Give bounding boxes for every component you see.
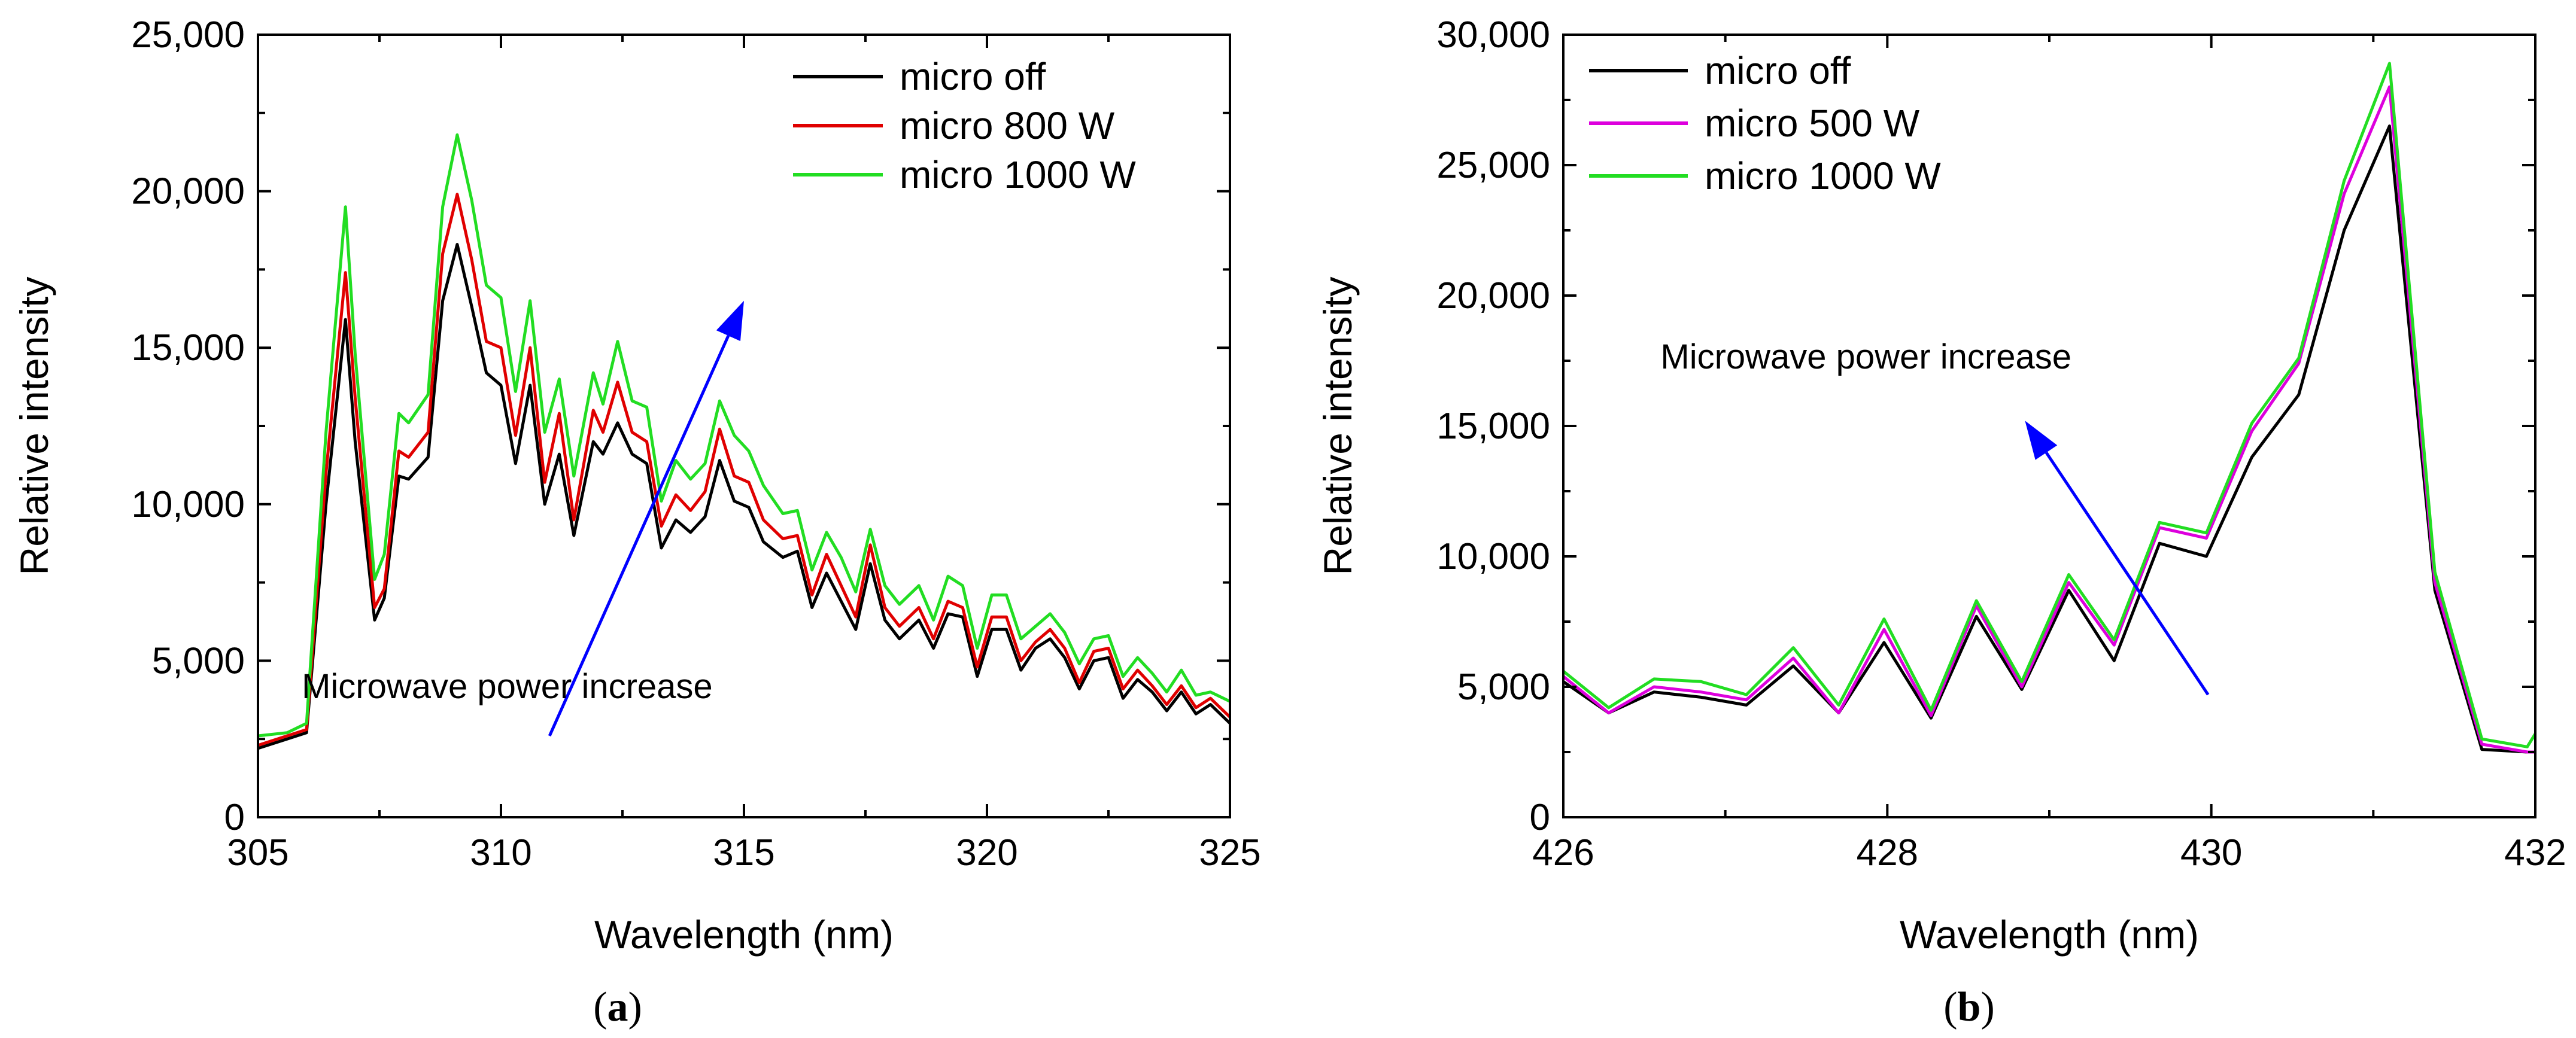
panel-b-label-close-paren: ) xyxy=(1980,984,1994,1030)
panel-a-ticks: 305 310 315 320 325 0 5,000 10,000 15,000 20,000 2… xyxy=(131,14,1260,873)
panel-b-ytick-label-3: 15,000 xyxy=(1436,406,1550,447)
panel-b-ytick-label-0: 0 xyxy=(1530,797,1550,838)
panel-a-ytick-label-4: 20,000 xyxy=(131,171,245,212)
panel-b-annotation-arrow xyxy=(2045,452,2210,696)
panel-a-chart: 305 310 315 320 325 0 5,000 10,000 15,000 20,000 2… xyxy=(12,14,1261,1030)
panel-a-xlabel: Wavelength (nm) xyxy=(594,912,894,957)
panel-b-ytick-label-5: 25,000 xyxy=(1436,145,1550,186)
panel-b-annotation: Microwave power increase xyxy=(1660,337,2210,696)
panel-a-ytick-label-0: 0 xyxy=(224,797,245,838)
panel-b-label: (b) xyxy=(1943,984,1995,1030)
panel-b-legend-label-0: micro off xyxy=(1705,49,1851,92)
panel-b-ytick-label-2: 10,000 xyxy=(1436,536,1550,577)
panel-a-label: (a) xyxy=(593,984,642,1030)
panel-b-xtick-label-0: 426 xyxy=(1532,832,1594,873)
panel-a-xtick-label-4: 325 xyxy=(1199,832,1260,873)
panel-a-ytick-label-3: 15,000 xyxy=(131,327,245,369)
panel-b-legend-label-2: micro 1000 W xyxy=(1705,154,1941,197)
panel-a-annotation-text: Microwave power increase xyxy=(302,667,713,706)
panel-a-xtick-label-1: 310 xyxy=(470,832,531,873)
panel-a-xtick-label-0: 305 xyxy=(227,832,288,873)
panel-a-legend-label-2: micro 1000 W xyxy=(900,153,1136,196)
panel-b-legend-label-1: micro 500 W xyxy=(1705,102,1920,145)
panel-a-annotation-arrow xyxy=(548,335,730,736)
panel-b-series-line-2 xyxy=(1562,62,2537,748)
panel-b-label-open-paren: ( xyxy=(1943,984,1957,1030)
panel-b-series-lines xyxy=(1562,62,2537,754)
panel-a-series-line-2 xyxy=(257,133,1231,738)
panel-a-label-letter: a xyxy=(607,984,628,1030)
panel-b-xlabel: Wavelength (nm) xyxy=(1900,912,2199,957)
panel-a-ylabel: Relative intensity xyxy=(12,277,56,576)
panel-a-series-lines xyxy=(257,133,1231,750)
panel-a-legend: micro off micro 800 W micro 1000 W xyxy=(793,55,1136,196)
panel-b-xtick-label-1: 428 xyxy=(1857,832,1918,873)
panel-b-chart: 426 428 430 432 0 5,000 10,000 15,000 20,000 25,0… xyxy=(1316,14,2566,1030)
panel-b-ticks: 426 428 430 432 0 5,000 10,000 15,000 20,000 25,0… xyxy=(1436,14,2566,873)
panel-a-series-line-0 xyxy=(257,243,1231,750)
panel-b-annotation-text: Microwave power increase xyxy=(1660,337,2071,376)
panel-a-ytick-label-2: 10,000 xyxy=(131,484,245,525)
panel-b-ytick-label-4: 20,000 xyxy=(1436,275,1550,316)
panel-a-series-line-1 xyxy=(257,193,1231,747)
panel-b-label-letter: b xyxy=(1958,984,1981,1030)
panel-a-xtick-label-2: 315 xyxy=(713,832,774,873)
panel-b-series-line-1 xyxy=(1562,85,2535,754)
panel-a-legend-label-1: micro 800 W xyxy=(900,104,1115,147)
panel-a-ytick-label-5: 25,000 xyxy=(131,14,245,56)
panel-b-ytick-label-1: 5,000 xyxy=(1457,666,1550,708)
panel-a-legend-label-0: micro off xyxy=(900,55,1046,98)
panel-a-ytick-label-1: 5,000 xyxy=(152,640,245,681)
panel-b-xtick-label-2: 430 xyxy=(2180,832,2242,873)
panel-a-xtick-label-3: 320 xyxy=(956,832,1017,873)
panel-b-series-line-0 xyxy=(1562,124,2535,754)
panel-b-annotation-arrowhead xyxy=(2025,421,2058,460)
panel-a-label-close-paren: ) xyxy=(628,984,642,1030)
panel-a-annotation: Microwave power increase xyxy=(302,300,744,736)
panel-b-xtick-label-3: 432 xyxy=(2504,832,2566,873)
panel-b-ylabel: Relative intensity xyxy=(1316,277,1360,576)
panel-b-ytick-label-6: 30,000 xyxy=(1436,14,1550,56)
panel-a-label-open-paren: ( xyxy=(593,984,607,1030)
panel-b-legend: micro off micro 500 W micro 1000 W xyxy=(1589,49,1941,197)
panel-a-annotation-arrowhead xyxy=(716,300,744,342)
